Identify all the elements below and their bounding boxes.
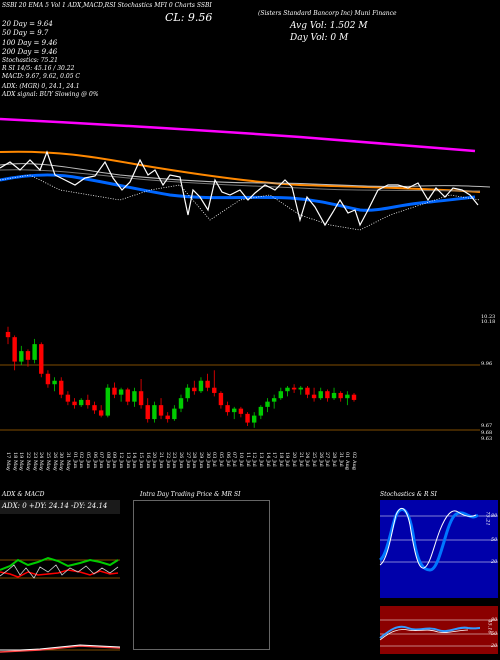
candle-body <box>285 387 290 392</box>
candle-body <box>125 389 130 402</box>
candle-body <box>338 392 343 399</box>
candle-body <box>205 380 210 388</box>
candle-body <box>138 391 144 406</box>
ema200-line <box>0 117 476 153</box>
candle-body <box>32 344 37 360</box>
candle-body <box>65 394 71 402</box>
candle-body <box>78 399 84 406</box>
grey-avg-line <box>0 163 491 188</box>
candle-body <box>271 398 277 402</box>
candle-body <box>198 380 204 392</box>
candle-body <box>318 391 323 399</box>
close-price: CL: 9.56 <box>165 11 213 24</box>
candle-body <box>278 391 284 399</box>
candle-body <box>158 405 164 416</box>
candle-body <box>172 408 177 420</box>
price-label: 9.68 <box>481 430 493 436</box>
candle-body <box>225 405 230 413</box>
candle-body <box>59 380 64 395</box>
candle-body <box>19 351 24 362</box>
adx-signal-readout: ADX signal: BUY Slowing @ 0% <box>2 91 99 98</box>
candle-body <box>25 351 31 360</box>
candle-body <box>98 410 104 416</box>
candle-body <box>152 405 157 420</box>
candle-body <box>331 392 337 399</box>
stochastics-value: 75.21 <box>484 511 491 526</box>
ema20-legend: 20 Day = 9.64 <box>2 20 53 28</box>
candle-body <box>298 387 303 390</box>
ema50-legend: 50 Day = 9.7 <box>2 29 49 37</box>
candle-body <box>258 406 264 416</box>
candle-body <box>212 387 217 393</box>
stochastics-panel-title: Stochastics & R SI <box>380 491 437 498</box>
candle-body <box>305 387 310 395</box>
symbol-line: SSBI 20 EMA 5 Vol 1 ADX,MACD,RSI Stochas… <box>2 2 212 9</box>
candle-body <box>185 387 190 399</box>
candle-body <box>311 394 317 399</box>
candle-body <box>192 387 197 392</box>
candle-body <box>12 337 17 362</box>
ema100-legend: 100 Day = 9.46 <box>2 39 58 47</box>
rsi-level: 20 <box>491 643 498 649</box>
adx-readout: ADX: (MGR) 0, 24.1, 24.1 <box>2 83 80 90</box>
candle-body <box>39 344 44 374</box>
price-label: 9.67 <box>481 423 493 429</box>
candle-body <box>351 394 357 400</box>
ema200-legend: 200 Day = 9.46 <box>2 48 58 56</box>
candle-body <box>145 405 150 420</box>
company-name: (Sisters Standard Bancorp Inc) Muni Fina… <box>258 10 397 17</box>
intraday-panel <box>133 500 270 650</box>
day-volume: Day Vol: 0 M <box>290 33 349 43</box>
candle-body <box>245 413 250 423</box>
avg-volume: Avg Vol: 1.502 M <box>290 21 368 31</box>
macd-readout: MACD: 9.67, 9.62, 0.05 C <box>2 73 81 80</box>
stochastics-readout: Stochastics: 75.21 <box>2 57 58 64</box>
candle-body <box>218 392 224 406</box>
candle-body <box>105 387 111 416</box>
ema100-line <box>0 150 481 193</box>
price-close-line <box>0 150 479 227</box>
candle-body <box>178 398 184 409</box>
candle-body <box>345 394 350 399</box>
candle-body <box>112 387 117 395</box>
price-label: 9.63 <box>481 436 493 442</box>
candle-body <box>85 399 91 406</box>
candle-body <box>232 408 237 413</box>
price-label: 10.23 <box>481 314 496 320</box>
stoch-level: 80 <box>491 513 498 519</box>
stoch-level: 20 <box>491 559 498 565</box>
candle-body <box>72 401 77 406</box>
stoch-level: 50 <box>491 537 498 543</box>
rsi-readout: R SI 14/5: 45.16 / 30.22 <box>2 65 75 72</box>
candle-body <box>265 401 270 407</box>
grey-avg-line-2 <box>0 169 481 192</box>
candle-body <box>132 391 137 402</box>
candle-body <box>165 415 170 420</box>
candle-body <box>325 391 330 399</box>
candle-body <box>52 380 57 385</box>
price-label: 10.18 <box>481 319 496 325</box>
adx-panel-title: ADX & MACD <box>2 491 45 498</box>
ema50-line <box>0 173 476 212</box>
candle-body <box>238 408 244 414</box>
candle-body <box>118 389 124 395</box>
adx-values: ADX: 0 +DY: 24.14 -DY: 24.14 <box>2 502 108 510</box>
candle-body <box>92 405 97 411</box>
rsi-level: 50 <box>491 631 498 637</box>
candle-body <box>291 387 297 390</box>
candle-body <box>251 415 257 423</box>
candle-body <box>5 331 11 338</box>
rsi-level: 80 <box>491 617 498 623</box>
intraday-panel-title: Intra Day Trading Price & MR SI <box>140 491 241 498</box>
candle-body <box>45 373 51 385</box>
price-label: 9.96 <box>481 361 493 367</box>
